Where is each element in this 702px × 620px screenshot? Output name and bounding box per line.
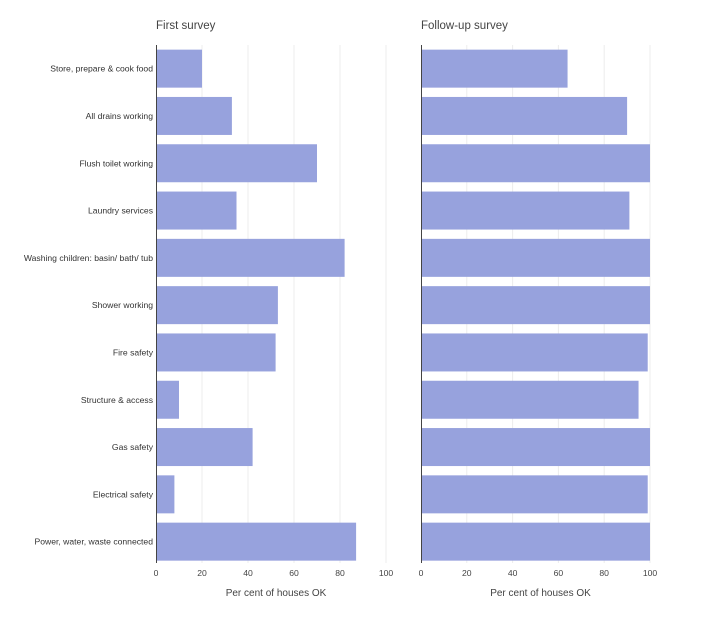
first-bar-5 bbox=[156, 286, 278, 325]
first-bar-10 bbox=[156, 522, 357, 561]
first-bar-4 bbox=[156, 238, 345, 277]
category-label-6: Fire safety bbox=[113, 347, 154, 357]
first-tick-label-80: 80 bbox=[335, 568, 345, 578]
category-label-4: Washing children: basin/ bath/ tub bbox=[24, 253, 153, 263]
followup-x-axis-title: Per cent of houses OK bbox=[490, 588, 591, 599]
first-x-axis-title: Per cent of houses OK bbox=[226, 588, 327, 599]
follow-up-survey-panel: 0 20 40 60 80 100 Follow-up survey Per cent of … bbox=[419, 20, 658, 599]
first-bar-8 bbox=[156, 428, 253, 467]
category-label-7: Structure & access bbox=[81, 395, 153, 405]
first-panel-title: First survey bbox=[156, 20, 216, 32]
first-bar-2 bbox=[156, 144, 317, 183]
category-label-1: All drains working bbox=[86, 111, 154, 121]
category-label-5: Shower working bbox=[92, 300, 153, 310]
category-label-2: Flush toilet working bbox=[79, 158, 153, 168]
followup-bar-3 bbox=[421, 191, 630, 230]
followup-bar-6 bbox=[421, 333, 648, 372]
first-tick-label-100: 100 bbox=[379, 568, 394, 578]
first-tick-label-40: 40 bbox=[243, 568, 253, 578]
followup-tick-label-20: 20 bbox=[462, 568, 472, 578]
category-label-3: Laundry services bbox=[88, 206, 153, 216]
followup-tick-label-100: 100 bbox=[643, 568, 658, 578]
followup-bar-4 bbox=[421, 238, 650, 277]
first-bar-1 bbox=[156, 96, 232, 135]
followup-bar-7 bbox=[421, 380, 639, 419]
category-label-8: Gas safety bbox=[112, 442, 154, 452]
followup-tick-label-0: 0 bbox=[419, 568, 424, 578]
first-survey-panel: Store, prepare & cook food All drains wor… bbox=[24, 20, 394, 599]
followup-bar-5 bbox=[421, 286, 650, 325]
category-label-0: Store, prepare & cook food bbox=[50, 64, 153, 74]
category-label-9: Electrical safety bbox=[93, 489, 154, 499]
followup-bar-8 bbox=[421, 428, 650, 467]
followup-panel-title: Follow-up survey bbox=[421, 20, 508, 32]
followup-bar-1 bbox=[421, 96, 628, 135]
first-tick-label-0: 0 bbox=[154, 568, 159, 578]
first-bar-0 bbox=[156, 49, 202, 88]
followup-tick-label-40: 40 bbox=[508, 568, 518, 578]
followup-bar-10 bbox=[421, 522, 650, 561]
followup-tick-label-80: 80 bbox=[599, 568, 609, 578]
first-bar-6 bbox=[156, 333, 276, 372]
followup-tick-label-60: 60 bbox=[554, 568, 564, 578]
first-bar-7 bbox=[156, 380, 179, 419]
category-label-10: Power, water, waste connected bbox=[35, 537, 154, 547]
followup-bar-2 bbox=[421, 144, 650, 183]
first-tick-label-60: 60 bbox=[289, 568, 299, 578]
first-tick-label-20: 20 bbox=[197, 568, 207, 578]
followup-bar-0 bbox=[421, 49, 568, 88]
first-bar-3 bbox=[156, 191, 237, 230]
first-bar-9 bbox=[156, 475, 175, 514]
followup-bar-9 bbox=[421, 475, 648, 514]
